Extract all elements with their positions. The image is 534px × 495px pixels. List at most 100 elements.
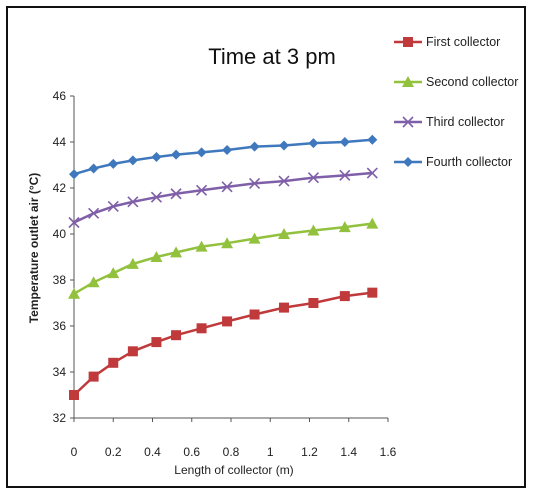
data-point-stroke: [170, 188, 182, 200]
series-line: [73, 171, 373, 224]
data-point: [195, 184, 208, 196]
y-tick-label: 44: [53, 135, 67, 149]
data-point: [170, 188, 182, 200]
data-point: [88, 207, 100, 219]
y-tick-label: 46: [53, 89, 67, 103]
data-point: [127, 155, 138, 166]
legend-marker-stroke: [402, 116, 414, 128]
data-point-stroke: [307, 172, 319, 184]
chart-frame: Time at 3 pm 32 34 36 38 40 42 44 46 0 0.2 0.4 0.6 0…: [6, 6, 526, 488]
data-point: [88, 371, 99, 382]
x-tick-label: 0: [71, 445, 78, 459]
series-4: [69, 134, 378, 180]
legend-label: Second collector: [426, 75, 518, 89]
chart-title: Time at 3 pm: [208, 44, 336, 69]
y-tick-label: 32: [53, 411, 67, 425]
legend-label: Fourth collector: [426, 155, 512, 169]
x-axis-label: Length of collector (m): [174, 463, 293, 477]
x-tick-label: 0.6: [183, 445, 200, 459]
legend-marker: [403, 157, 413, 167]
data-point: [307, 224, 320, 236]
data-point: [339, 137, 350, 147]
data-point: [222, 316, 233, 327]
legend-marker: [402, 76, 414, 87]
data-point: [248, 177, 261, 189]
data-point: [195, 240, 208, 252]
data-point: [150, 191, 162, 203]
data-point: [171, 149, 182, 160]
data-point: [278, 140, 289, 151]
data-point: [222, 145, 233, 156]
data-point-stroke: [366, 167, 378, 179]
data-point-stroke: [278, 175, 290, 187]
data-point-stroke: [107, 200, 119, 212]
series-1: [69, 287, 378, 400]
x-tick-label: 0.8: [223, 445, 240, 459]
legend-item: Second collector: [394, 75, 518, 89]
data-point: [171, 330, 182, 341]
legend-label: Third collector: [426, 115, 505, 129]
data-point: [127, 346, 138, 357]
data-point: [221, 237, 234, 249]
data-point: [107, 267, 120, 279]
y-axis-label: Temperature outlet air (°C): [27, 173, 41, 324]
data-point: [150, 251, 163, 262]
y-tick-label: 38: [53, 273, 67, 287]
data-point: [278, 175, 290, 187]
data-point: [221, 181, 233, 193]
y-tick-label: 36: [53, 319, 67, 333]
data-point: [151, 151, 162, 162]
data-point: [69, 169, 79, 180]
data-point: [308, 138, 319, 149]
series-line: [73, 291, 373, 396]
data-point: [339, 291, 350, 302]
data-point: [278, 302, 289, 313]
data-point: [108, 158, 119, 169]
data-point: [367, 134, 378, 145]
data-point: [249, 309, 260, 320]
x-tick-label: 0.2: [105, 445, 122, 459]
series-line: [73, 138, 373, 176]
data-point-stroke: [248, 177, 261, 189]
legend-item: First collector: [394, 35, 500, 49]
data-point: [87, 276, 100, 288]
x-tick-label: 1.4: [340, 445, 357, 459]
data-point: [338, 221, 351, 233]
y-tick-label: 42: [53, 181, 67, 195]
y-tick-label: 34: [53, 365, 67, 379]
series-line: [73, 222, 373, 295]
x-tick-label: 1.2: [301, 445, 318, 459]
legend-marker: [403, 37, 413, 47]
x-tick-label: 0.4: [144, 445, 161, 459]
legend-item: Fourth collector: [394, 155, 512, 169]
data-point: [127, 196, 139, 208]
data-point: [107, 200, 119, 212]
legend-label: First collector: [426, 35, 500, 49]
data-point: [367, 287, 378, 298]
data-point: [308, 298, 319, 308]
data-point: [108, 357, 119, 368]
y-tick-label: 40: [53, 227, 67, 241]
data-point: [170, 246, 183, 258]
data-point-stroke: [221, 181, 233, 193]
data-point: [126, 257, 139, 269]
data-point: [151, 337, 162, 348]
x-tick-label: 1: [267, 445, 274, 459]
chart: Time at 3 pm 32 34 36 38 40 42 44 46 0 0.2 0.4 0.6 0…: [27, 35, 518, 477]
series-3: [68, 167, 378, 229]
data-point-stroke: [195, 184, 208, 196]
legend-marker: [402, 116, 414, 128]
data-point-stroke: [88, 207, 100, 219]
data-point: [248, 232, 261, 244]
data-point: [249, 141, 260, 152]
data-point: [366, 167, 378, 179]
data-point: [366, 217, 379, 229]
x-tick-label: 1.6: [380, 445, 397, 459]
data-point-stroke: [127, 196, 139, 208]
data-point-stroke: [339, 169, 351, 181]
data-point-stroke: [150, 191, 162, 203]
data-point: [277, 228, 290, 239]
data-point: [69, 390, 79, 400]
data-point: [88, 163, 99, 174]
data-point-stroke: [68, 216, 80, 229]
